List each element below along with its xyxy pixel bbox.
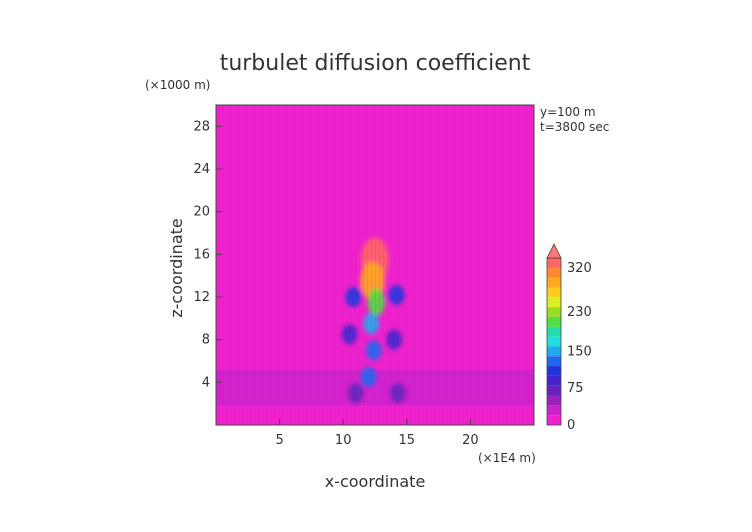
colorbar-segment <box>547 307 561 317</box>
colorbar-segment <box>547 415 561 425</box>
colorbar-tick-label: 320 <box>567 261 592 276</box>
colorbar-segment <box>547 267 561 278</box>
colorbar-segment <box>547 336 561 347</box>
x-unit-label: (×1E4 m) <box>478 451 536 465</box>
colorbar-segment <box>547 395 561 406</box>
y-axis-ticks: 4 8 12 16 20 24 28 <box>193 119 222 390</box>
x-axis-label: x-coordinate <box>325 472 426 491</box>
y-tick-label: 8 <box>202 333 210 348</box>
colorbar-segment <box>547 405 561 416</box>
colorbar-segment <box>547 366 561 376</box>
colorbar-segment <box>547 375 561 386</box>
colorbar-segment <box>547 316 561 327</box>
y-tick-label: 24 <box>193 162 210 177</box>
y-unit-label: (×1000 m) <box>145 78 210 92</box>
colorbar-segment <box>547 258 561 268</box>
colorbar-tick-label: 150 <box>567 344 592 359</box>
plot-area <box>215 104 535 426</box>
colorbar-tick-label: 75 <box>567 381 584 396</box>
y-tick-label: 16 <box>193 247 210 262</box>
colorbar-segment <box>547 346 561 357</box>
y-tick-label: 20 <box>193 205 210 220</box>
x-tick-label: 20 <box>462 433 479 448</box>
colorbar-segment <box>547 326 561 337</box>
y-tick-label: 4 <box>202 375 210 390</box>
x-tick-label: 15 <box>399 433 416 448</box>
y-tick-label: 12 <box>193 290 210 305</box>
colorbar-segment <box>547 385 561 396</box>
x-tick-label: 5 <box>275 433 283 448</box>
colorbar: 0 75 150 230 320 <box>546 243 592 433</box>
x-axis-ticks: 5 10 15 20 <box>275 419 479 448</box>
colorbar-segment <box>547 277 561 288</box>
colorbar-segment <box>547 297 561 308</box>
x-tick-label: 10 <box>335 433 352 448</box>
colorbar-segment <box>547 287 561 298</box>
colorbar-extend-arrow <box>546 243 562 259</box>
y-tick-label: 28 <box>193 119 210 134</box>
colorbar-segment <box>547 356 561 367</box>
colorbar-tick-label: 0 <box>567 418 575 433</box>
annotation-t: t=3800 sec <box>540 120 609 134</box>
colorbar-tick-label: 230 <box>567 305 592 320</box>
annotation-y: y=100 m <box>540 105 596 119</box>
plot-frame <box>215 104 535 426</box>
y-axis-label: z-coordinate <box>167 218 186 318</box>
chart-title: turbulet diffusion coefficient <box>220 51 531 76</box>
